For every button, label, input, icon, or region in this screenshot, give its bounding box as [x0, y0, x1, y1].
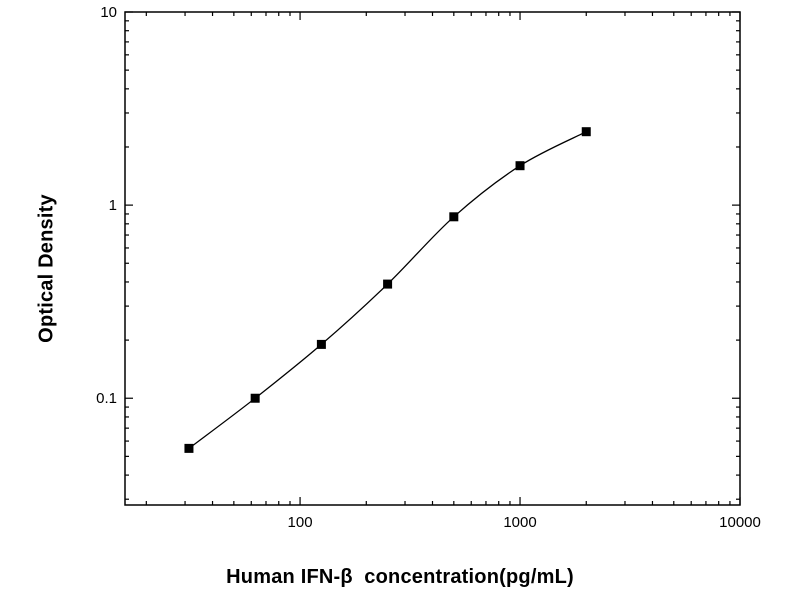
plot-area: 100 1000 10000 0.1 1 10 [96, 4, 761, 531]
data-point-marker [184, 443, 194, 453]
data-point-marker [250, 393, 260, 403]
data-point-marker [581, 127, 591, 137]
x-tick-label: 1000 [503, 514, 536, 531]
data-point-marker [383, 279, 393, 289]
y-tick-label: 1 [109, 197, 117, 214]
axis-frame [124, 11, 741, 506]
data-point-marker [515, 161, 525, 171]
y-axis-title: Optical Density [35, 194, 58, 343]
y-tick-label: 0.1 [96, 390, 117, 407]
x-tick-label: 10000 [719, 514, 761, 531]
x-axis-title: Human IFN-β concentration(pg/mL) [226, 566, 574, 588]
y-tick-label: 10 [100, 4, 117, 21]
x-tick-label: 100 [288, 514, 313, 531]
data-point-marker [449, 212, 459, 222]
data-point-marker [316, 339, 326, 349]
fit-curve [188, 131, 587, 449]
